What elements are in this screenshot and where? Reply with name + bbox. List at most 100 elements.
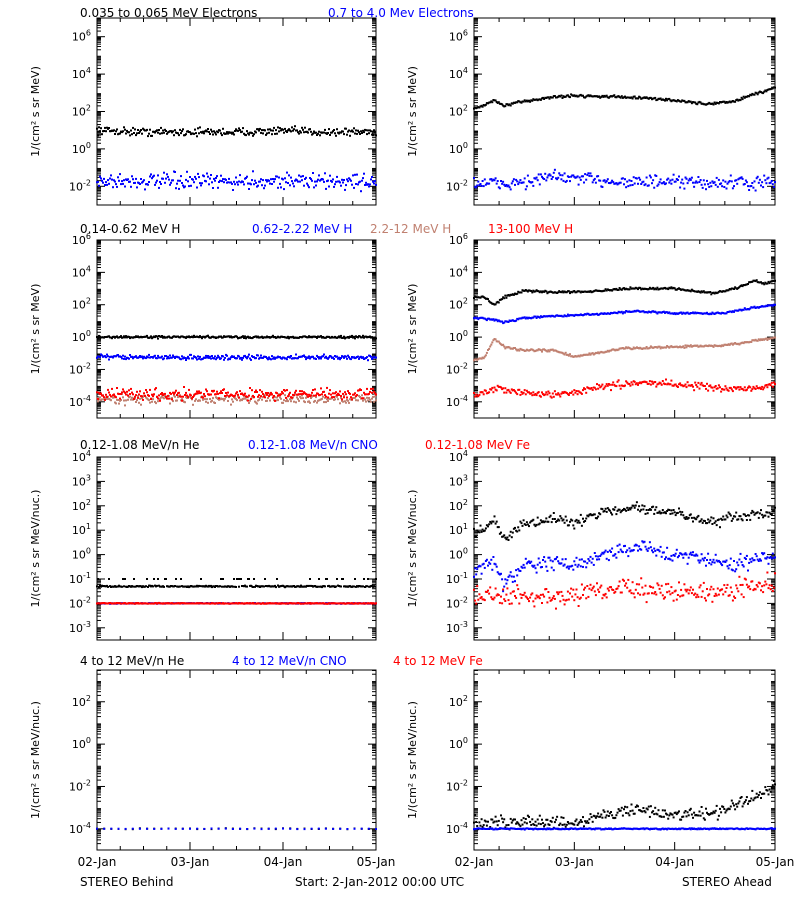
data-point bbox=[661, 346, 664, 349]
data-point bbox=[726, 389, 729, 391]
data-point bbox=[217, 131, 219, 134]
data-point bbox=[689, 312, 692, 314]
data-point bbox=[645, 176, 648, 179]
data-point bbox=[582, 94, 584, 97]
data-point bbox=[728, 100, 731, 103]
data-point bbox=[167, 394, 169, 397]
data-point bbox=[544, 172, 547, 175]
data-point bbox=[611, 289, 614, 292]
data-point bbox=[648, 174, 651, 177]
data-point bbox=[490, 388, 493, 391]
data-point bbox=[707, 389, 710, 392]
data-point bbox=[550, 348, 553, 351]
data-point bbox=[624, 311, 626, 314]
data-point bbox=[696, 344, 699, 347]
data-point bbox=[547, 96, 550, 99]
data-point bbox=[552, 315, 555, 318]
data-point bbox=[366, 133, 368, 136]
data-point bbox=[706, 382, 708, 385]
data-point bbox=[375, 399, 377, 402]
data-point bbox=[125, 358, 127, 361]
data-point bbox=[637, 309, 639, 312]
data-point bbox=[365, 393, 367, 396]
data-point bbox=[214, 402, 216, 404]
data-point bbox=[502, 343, 505, 346]
data-point bbox=[765, 337, 768, 340]
data-point bbox=[487, 298, 489, 301]
data-point bbox=[640, 382, 643, 385]
data-point bbox=[199, 355, 201, 358]
data-point bbox=[771, 280, 774, 283]
data-point bbox=[190, 353, 192, 356]
data-point bbox=[145, 389, 147, 391]
data-point bbox=[662, 98, 665, 101]
data-point bbox=[328, 356, 330, 359]
data-point bbox=[599, 386, 602, 389]
data-point bbox=[208, 183, 210, 186]
data-point bbox=[287, 335, 289, 338]
data-point bbox=[305, 396, 307, 399]
data-point bbox=[514, 390, 516, 393]
data-point bbox=[530, 348, 533, 351]
data-point bbox=[497, 340, 500, 343]
data-point bbox=[262, 356, 264, 359]
data-point bbox=[574, 176, 577, 179]
data-point bbox=[630, 287, 633, 290]
data-point bbox=[637, 97, 639, 100]
data-point bbox=[485, 102, 488, 105]
data-point bbox=[598, 179, 601, 182]
data-point bbox=[492, 178, 495, 181]
data-point bbox=[658, 181, 661, 184]
data-point bbox=[255, 181, 257, 184]
data-point bbox=[347, 180, 349, 183]
y-tick-label: 106 bbox=[449, 232, 468, 247]
data-point bbox=[715, 344, 718, 347]
data-point bbox=[767, 383, 770, 386]
data-point bbox=[497, 301, 500, 304]
data-point bbox=[586, 290, 589, 293]
data-point bbox=[330, 393, 332, 396]
data-point bbox=[198, 357, 200, 360]
data-point bbox=[711, 180, 714, 183]
data-point bbox=[661, 182, 664, 185]
data-point bbox=[683, 384, 686, 387]
data-point bbox=[739, 342, 742, 345]
data-point bbox=[556, 393, 559, 396]
data-point bbox=[350, 358, 352, 361]
data-point bbox=[278, 130, 280, 133]
data-point bbox=[498, 320, 501, 323]
data-point bbox=[547, 390, 550, 393]
data-point bbox=[198, 336, 200, 339]
data-point bbox=[629, 311, 632, 313]
data-point bbox=[166, 173, 168, 176]
data-point bbox=[644, 380, 647, 383]
data-point bbox=[143, 179, 145, 182]
data-point bbox=[146, 128, 148, 131]
data-point bbox=[687, 100, 690, 103]
data-point bbox=[579, 93, 582, 96]
data-point bbox=[159, 132, 161, 135]
data-point bbox=[241, 358, 243, 361]
data-point bbox=[685, 311, 688, 314]
data-point bbox=[601, 94, 604, 97]
data-point bbox=[628, 179, 631, 182]
data-point bbox=[372, 395, 374, 398]
data-point bbox=[224, 356, 226, 359]
data-point bbox=[652, 310, 655, 313]
data-point bbox=[547, 174, 550, 177]
data-point bbox=[485, 297, 488, 300]
data-point bbox=[161, 335, 163, 337]
data-point bbox=[700, 345, 703, 348]
data-point bbox=[553, 315, 556, 318]
data-point bbox=[508, 346, 511, 349]
data-point bbox=[97, 180, 99, 183]
data-point bbox=[767, 176, 770, 179]
data-point bbox=[239, 129, 241, 132]
data-point bbox=[671, 346, 674, 349]
data-point bbox=[768, 88, 771, 91]
data-point bbox=[269, 393, 271, 396]
data-point bbox=[109, 393, 111, 396]
data-point bbox=[248, 353, 250, 356]
data-point bbox=[314, 388, 316, 391]
data-point bbox=[665, 182, 667, 185]
